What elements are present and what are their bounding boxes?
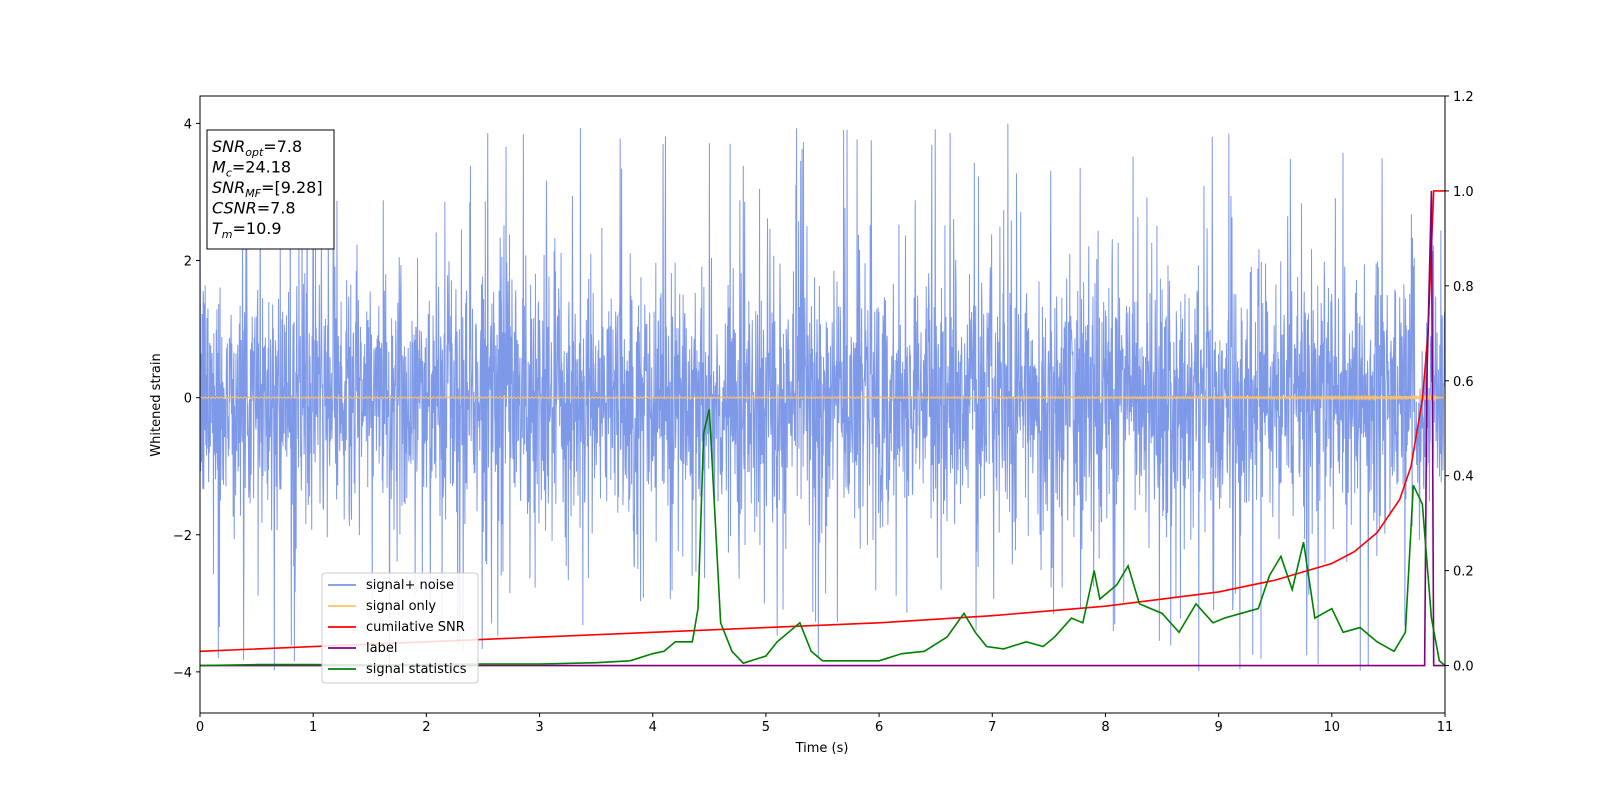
y-left-tick-label: −2 xyxy=(173,529,192,544)
legend-label: signal only xyxy=(366,599,436,614)
annotation-line: SNRMF=[9.28] xyxy=(212,178,323,200)
y-left-tick-label: 0 xyxy=(184,392,192,407)
y-right-tick-label: 1.0 xyxy=(1453,185,1474,200)
series-layer xyxy=(200,123,1445,672)
y-left-tick-label: −4 xyxy=(173,666,192,681)
series-line-signal-statistics xyxy=(200,409,1445,667)
y-right-tick-label: 0.8 xyxy=(1453,280,1474,295)
x-axis-label: Time (s) xyxy=(795,741,849,756)
x-tick-label: 7 xyxy=(988,720,996,735)
series-line-signal-noise xyxy=(200,123,1445,672)
y-right-tick-label: 0.0 xyxy=(1453,660,1474,675)
y-right-tick-label: 1.2 xyxy=(1453,90,1474,105)
plot-frame xyxy=(199,95,1446,714)
y-left-tick-label: 4 xyxy=(184,117,192,132)
legend-label: signal statistics xyxy=(366,662,467,677)
x-tick-label: 4 xyxy=(649,720,657,735)
x-tick-label: 6 xyxy=(875,720,883,735)
x-tick-label: 11 xyxy=(1437,720,1454,735)
x-tick-label: 8 xyxy=(1101,720,1109,735)
x-tick-label: 2 xyxy=(422,720,430,735)
x-tick-label: 3 xyxy=(535,720,543,735)
legend-frame xyxy=(321,572,479,684)
x-tick-label: 10 xyxy=(1324,720,1341,735)
x-tick-label: 1 xyxy=(309,720,317,735)
y-right-tick-label: 0.4 xyxy=(1453,470,1474,485)
y-right-tick-label: 0.6 xyxy=(1453,375,1474,390)
ticks-layer: 0 1 2 3 4 5 6 7 8 9 10 11 −4 −2 0 2 4 0.0 0.2 0.4 0.6 0.8 1.0 1… xyxy=(173,90,1474,735)
series-line-signal-only xyxy=(200,394,1445,403)
annotation-line: Tm=10.9 xyxy=(212,219,282,241)
annotation-box: SNRopt=7.8Mc=24.18SNRMF=[9.28]CSNR=7.8Tm… xyxy=(206,129,335,250)
legend: signal+ noise signal only cumilative SNR la… xyxy=(321,572,479,684)
annotation-line: SNRopt=7.8 xyxy=(212,137,302,159)
annotation-frame xyxy=(206,129,335,250)
x-tick-label: 9 xyxy=(1214,720,1222,735)
legend-label: label xyxy=(366,641,397,656)
series-line-cumilative-snr xyxy=(200,190,1445,653)
series-line-label xyxy=(200,190,1445,667)
x-tick-label: 0 xyxy=(196,720,204,735)
y-right-tick-label: 0.2 xyxy=(1453,565,1474,580)
annotation-line: CSNR=7.8 xyxy=(212,199,296,218)
axes-layer xyxy=(199,95,1446,714)
annotation-line: Mc=24.18 xyxy=(212,158,291,180)
y-left-tick-label: 2 xyxy=(184,255,192,270)
y-axis-label: Whitened strain xyxy=(149,353,164,456)
legend-label: signal+ noise xyxy=(366,578,454,593)
legend-label: cumilative SNR xyxy=(366,620,465,635)
x-tick-label: 5 xyxy=(762,720,770,735)
